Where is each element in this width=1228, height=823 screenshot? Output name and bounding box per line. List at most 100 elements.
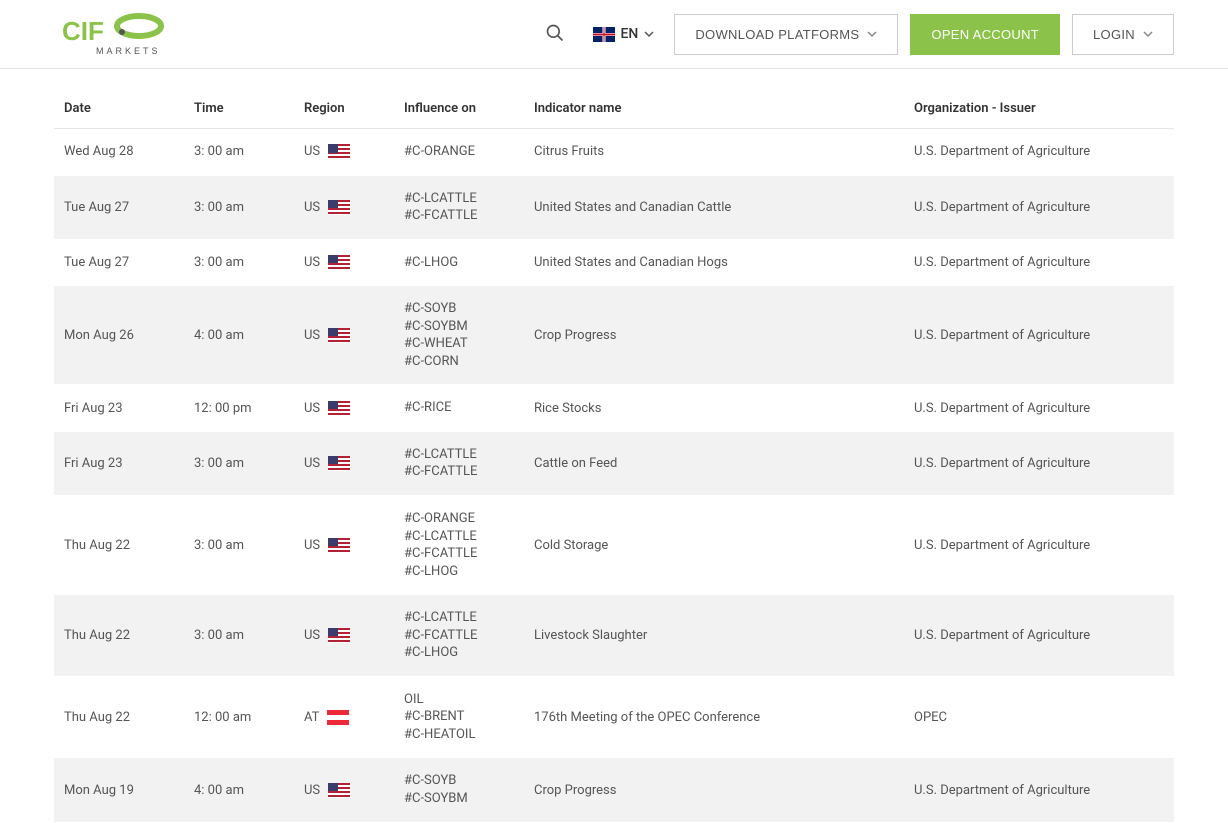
influence-tag[interactable]: #C-WHEAT bbox=[404, 335, 514, 353]
cell-indicator[interactable]: Crop Progress bbox=[524, 758, 904, 822]
cell-time: 4: 00 am bbox=[184, 286, 294, 385]
influence-tag[interactable]: #C-SOYBM bbox=[404, 790, 514, 808]
chevron-down-icon bbox=[644, 29, 654, 39]
influence-tag[interactable]: #C-SOYBM bbox=[404, 318, 514, 336]
cell-region: US bbox=[294, 431, 394, 495]
cell-time: 12: 00 pm bbox=[184, 385, 294, 432]
cell-region: US bbox=[294, 385, 394, 432]
col-time[interactable]: Time bbox=[184, 89, 294, 129]
influence-tag[interactable]: #C-HEATOIL bbox=[404, 726, 514, 744]
logo[interactable]: CIF MARKETS bbox=[54, 12, 174, 56]
table-row[interactable]: Wed Aug 283: 00 amUS#C-ORANGECitrus Frui… bbox=[54, 129, 1174, 176]
cell-date: Thu Aug 22 bbox=[54, 595, 184, 677]
cell-date: Fri Aug 23 bbox=[54, 431, 184, 495]
download-platforms-button[interactable]: DOWNLOAD PLATFORMS bbox=[674, 14, 898, 55]
influence-tag[interactable]: OIL bbox=[404, 691, 514, 709]
region-code: US bbox=[304, 328, 320, 343]
influence-tag[interactable]: #C-FCATTLE bbox=[404, 463, 514, 481]
cell-indicator[interactable]: Cattle on Feed bbox=[524, 431, 904, 495]
open-account-label: OPEN ACCOUNT bbox=[931, 27, 1039, 42]
col-region[interactable]: Region bbox=[294, 89, 394, 129]
region-code: US bbox=[304, 456, 320, 471]
table-row[interactable]: Mon Aug 264: 00 amUS#C-SOYB#C-SOYBM#C-WH… bbox=[54, 286, 1174, 385]
region-code: US bbox=[304, 401, 320, 416]
cell-indicator[interactable]: Livestock Slaughter bbox=[524, 595, 904, 677]
uk-flag-icon bbox=[593, 27, 615, 42]
influence-tag[interactable]: #C-SOYB bbox=[404, 300, 514, 318]
region-code: US bbox=[304, 200, 320, 215]
table-row[interactable]: Mon Aug 194: 00 amUS#C-SOYB#C-SOYBMCrop … bbox=[54, 758, 1174, 822]
us-flag-icon bbox=[328, 783, 350, 798]
influence-tag[interactable]: #C-LCATTLE bbox=[404, 609, 514, 627]
cell-region: US bbox=[294, 175, 394, 239]
col-org[interactable]: Organization - Issuer bbox=[904, 89, 1174, 129]
calendar-table: Date Time Region Influence on Indicator … bbox=[54, 89, 1174, 823]
influence-tag[interactable]: #C-LCATTLE bbox=[404, 190, 514, 208]
table-row[interactable]: Tue Aug 273: 00 amUS#C-LHOGUnited States… bbox=[54, 239, 1174, 286]
region-code: US bbox=[304, 255, 320, 270]
influence-tag[interactable]: #C-RICE bbox=[404, 399, 514, 417]
influence-tag[interactable]: #C-LCATTLE bbox=[404, 528, 514, 546]
influence-tag[interactable]: #C-BRENT bbox=[404, 708, 514, 726]
cell-indicator[interactable]: Rice Stocks bbox=[524, 385, 904, 432]
table-row[interactable]: Thu Aug 2212: 00 amATOIL#C-BRENT#C-HEATO… bbox=[54, 676, 1174, 758]
influence-tag[interactable]: #C-FCATTLE bbox=[404, 627, 514, 645]
influence-tag[interactable]: #C-FCATTLE bbox=[404, 207, 514, 225]
cell-indicator[interactable]: Cold Storage bbox=[524, 496, 904, 595]
col-influence[interactable]: Influence on bbox=[394, 89, 524, 129]
influence-tag[interactable]: #C-LCATTLE bbox=[404, 446, 514, 464]
cell-indicator[interactable]: 176th Meeting of the OPEC Conference bbox=[524, 676, 904, 758]
calendar-table-wrap: Date Time Region Influence on Indicator … bbox=[34, 89, 1194, 823]
table-row[interactable]: Fri Aug 233: 00 am US #C-LCATTLE#C-FCATTLE… bbox=[54, 431, 1174, 495]
open-account-button[interactable]: OPEN ACCOUNT bbox=[910, 14, 1060, 55]
cell-time: 3: 00 am bbox=[184, 129, 294, 176]
col-indicator[interactable]: Indicator name bbox=[524, 89, 904, 129]
cell-org: U.S. Department of Agriculture bbox=[904, 758, 1174, 822]
table-row[interactable]: Tue Aug 273: 00 amUS#C-LCATTLE#C-FCATTLE… bbox=[54, 175, 1174, 239]
table-row[interactable]: Fri Aug 2312: 00 pmUS#C-RICERice StocksU… bbox=[54, 385, 1174, 432]
language-selector[interactable]: EN bbox=[589, 20, 659, 48]
cell-time: 3: 00 am bbox=[184, 431, 294, 495]
cell-org: U.S. Department of Agriculture bbox=[904, 239, 1174, 286]
region-code: US bbox=[304, 628, 320, 643]
us-flag-icon bbox=[328, 401, 350, 416]
influence-tag[interactable]: #C-SOYB bbox=[404, 772, 514, 790]
table-header-row: Date Time Region Influence on Indicator … bbox=[54, 89, 1174, 129]
cell-date: Thu Aug 22 bbox=[54, 496, 184, 595]
cell-influence: #C-ORANGE#C-LCATTLE#C-FCATTLE#C-LHOG bbox=[394, 496, 524, 595]
cell-indicator[interactable]: United States and Canadian Cattle bbox=[524, 175, 904, 239]
search-button[interactable] bbox=[537, 15, 573, 54]
download-platforms-label: DOWNLOAD PLATFORMS bbox=[695, 27, 859, 42]
cell-date: Thu Aug 22 bbox=[54, 676, 184, 758]
cell-influence: #C-ORANGE bbox=[394, 129, 524, 176]
influence-tag[interactable]: #C-FCATTLE bbox=[404, 545, 514, 563]
influence-tag[interactable]: #C-CORN bbox=[404, 353, 514, 371]
cell-indicator[interactable]: Crop Progress bbox=[524, 286, 904, 385]
influence-tag[interactable]: #C-ORANGE bbox=[404, 510, 514, 528]
cell-region: AT bbox=[294, 676, 394, 758]
cell-indicator[interactable]: Citrus Fruits bbox=[524, 129, 904, 176]
site-header: CIF MARKETS EN DOWNLOAD PLATFORMS OPEN A… bbox=[0, 0, 1228, 69]
cell-date: Wed Aug 28 bbox=[54, 129, 184, 176]
cell-time: 3: 00 am bbox=[184, 496, 294, 595]
us-flag-icon bbox=[328, 144, 350, 159]
us-flag-icon bbox=[328, 328, 350, 343]
login-button[interactable]: LOGIN bbox=[1072, 14, 1174, 55]
at-flag-icon bbox=[327, 710, 349, 725]
cell-date: Tue Aug 27 bbox=[54, 239, 184, 286]
cell-indicator[interactable]: United States and Canadian Hogs bbox=[524, 239, 904, 286]
table-row[interactable]: Thu Aug 223: 00 amUS#C-ORANGE#C-LCATTLE#… bbox=[54, 496, 1174, 595]
chevron-down-icon bbox=[867, 29, 877, 39]
cell-region: US bbox=[294, 595, 394, 677]
influence-tag[interactable]: #C-LHOG bbox=[404, 563, 514, 581]
table-row[interactable]: Thu Aug 223: 00 am US #C-LCATTLE#C-FCATTLE… bbox=[54, 595, 1174, 677]
cell-influence: OIL#C-BRENT#C-HEATOIL bbox=[394, 676, 524, 758]
influence-tag[interactable]: #C-ORANGE bbox=[404, 143, 514, 161]
influence-tag[interactable]: #C-LHOG bbox=[404, 254, 514, 272]
influence-tag[interactable]: #C-LHOG bbox=[404, 644, 514, 662]
us-flag-icon bbox=[328, 456, 350, 471]
cell-org: OPEC bbox=[904, 676, 1174, 758]
cell-region: US bbox=[294, 239, 394, 286]
cell-time: 3: 00 am bbox=[184, 595, 294, 677]
col-date[interactable]: Date bbox=[54, 89, 184, 129]
